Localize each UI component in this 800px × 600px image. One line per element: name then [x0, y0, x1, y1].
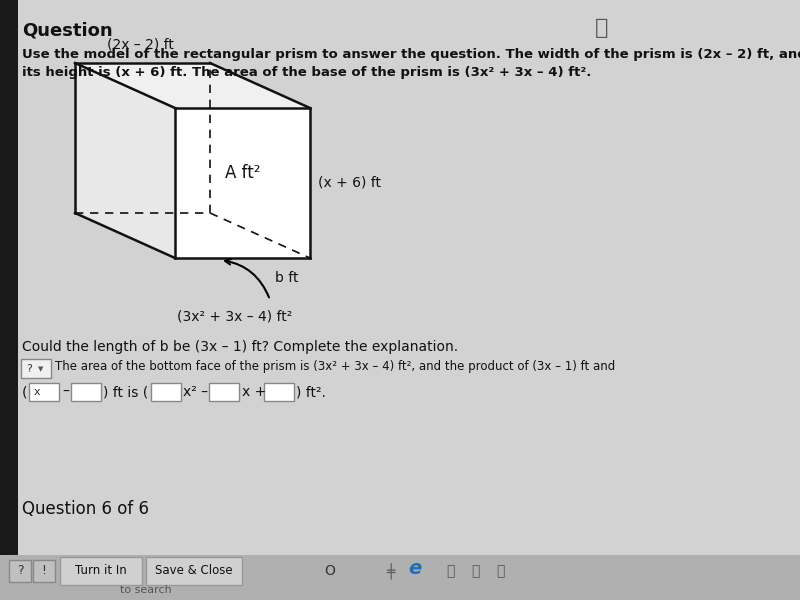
Polygon shape: [175, 108, 310, 258]
FancyBboxPatch shape: [60, 557, 142, 585]
Text: (2x – 2) ft: (2x – 2) ft: [106, 37, 174, 51]
Text: Turn it In: Turn it In: [75, 565, 127, 577]
Text: Could the length of b be (3x – 1) ft? Complete the explanation.: Could the length of b be (3x – 1) ft? Co…: [22, 340, 458, 354]
FancyBboxPatch shape: [21, 359, 51, 378]
Text: ▼: ▼: [38, 366, 43, 372]
Text: to search: to search: [120, 585, 172, 595]
Text: Question 6 of 6: Question 6 of 6: [22, 500, 149, 518]
Text: (x + 6) ft: (x + 6) ft: [318, 176, 381, 190]
Polygon shape: [75, 63, 175, 258]
FancyBboxPatch shape: [151, 383, 181, 401]
Text: Use the model of the rectangular prism to answer the question. The width of the : Use the model of the rectangular prism t…: [22, 48, 800, 61]
Text: O: O: [325, 564, 335, 578]
Text: –: –: [62, 385, 69, 399]
Text: e: e: [408, 559, 422, 577]
FancyBboxPatch shape: [264, 383, 294, 401]
FancyBboxPatch shape: [9, 560, 31, 582]
Text: ?: ?: [26, 364, 32, 374]
Text: Question: Question: [22, 22, 113, 40]
Text: x² –: x² –: [183, 385, 208, 399]
Text: ?: ?: [17, 565, 23, 577]
FancyBboxPatch shape: [71, 383, 101, 401]
FancyBboxPatch shape: [33, 560, 55, 582]
Text: A ft²: A ft²: [225, 164, 260, 182]
Bar: [0, 555, 800, 600]
Polygon shape: [75, 63, 310, 108]
Text: !: !: [42, 565, 46, 577]
FancyBboxPatch shape: [29, 383, 59, 401]
Text: ) ft is (: ) ft is (: [103, 385, 148, 399]
Text: x: x: [34, 387, 41, 397]
Bar: [0, 0, 18, 600]
Text: 📅: 📅: [471, 564, 479, 578]
Text: ╪: ╪: [386, 563, 394, 580]
FancyBboxPatch shape: [209, 383, 239, 401]
Text: ) ft².: ) ft².: [296, 385, 326, 399]
Text: (3x² + 3x – 4) ft²: (3x² + 3x – 4) ft²: [178, 310, 293, 324]
Text: b ft: b ft: [275, 271, 298, 285]
Text: Save & Close: Save & Close: [155, 565, 233, 577]
FancyBboxPatch shape: [146, 557, 242, 585]
Text: 📧: 📧: [496, 564, 504, 578]
Text: (: (: [22, 385, 27, 399]
Text: its height is (x + 6) ft. The area of the base of the prism is (3x² + 3x – 4) ft: its height is (x + 6) ft. The area of th…: [22, 66, 591, 79]
Text: The area of the bottom face of the prism is (3x² + 3x – 4) ft², and the product : The area of the bottom face of the prism…: [55, 360, 615, 373]
Text: ⎙: ⎙: [595, 18, 608, 38]
Text: 📁: 📁: [446, 564, 454, 578]
Text: x +: x +: [242, 385, 266, 399]
